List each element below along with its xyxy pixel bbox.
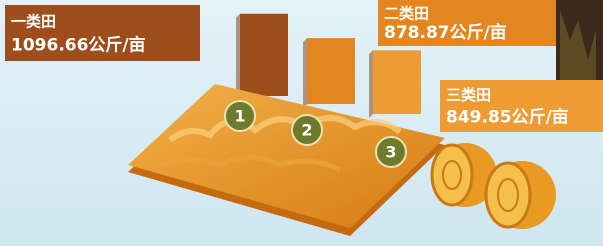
bar [307, 38, 355, 104]
bar [240, 14, 288, 96]
field-number: 2 [301, 121, 312, 140]
bar [373, 50, 421, 114]
bar-side [236, 14, 240, 100]
field-number: 3 [385, 143, 396, 162]
bar-side [369, 50, 373, 118]
value-label: 849.85公斤/亩 [446, 106, 569, 127]
infographic: 一类田 1096.66公斤/亩 1 二类田878.87公斤/亩 2 三类田 849.85公斤… [0, 0, 603, 246]
bar-side [303, 38, 307, 108]
value-label: 878.87公斤/亩 [384, 22, 507, 43]
category-label: 一类田 [11, 12, 56, 30]
category-label: 二类田 [384, 4, 429, 22]
category-label: 三类田 [446, 86, 491, 104]
field-number: 1 [234, 107, 245, 126]
value-label: 1096.66公斤/亩 [11, 34, 146, 55]
